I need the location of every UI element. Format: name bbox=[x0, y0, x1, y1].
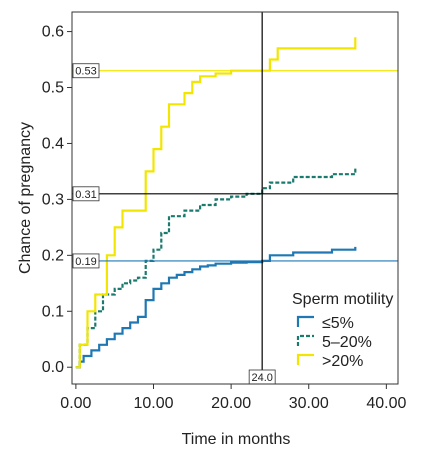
legend-swatch-3 bbox=[296, 353, 314, 365]
y-axis-title: Chance of pregnancy bbox=[17, 122, 34, 274]
y-axis-ticks: 0.0 0.1 0.2 0.3 0.4 0.5 0.6 bbox=[42, 24, 72, 376]
legend-label-1: ≤5% bbox=[322, 315, 354, 332]
reference-label-box-1 bbox=[72, 63, 100, 79]
x-axis-ticks: 0.00 10.00 20.00 30.00 40.00 bbox=[60, 384, 406, 412]
plot-frame bbox=[71, 11, 399, 385]
legend-swatch-1 bbox=[296, 315, 314, 327]
legend: Sperm motility ≤5% 5–20% >20% bbox=[292, 291, 393, 370]
x-tick-label: 0.00 bbox=[60, 395, 91, 412]
reference-label-1: 0.53 bbox=[75, 66, 96, 78]
y-tick-label: 0.5 bbox=[42, 80, 64, 97]
reference-label-3: 0.19 bbox=[75, 256, 96, 268]
y-tick-label: 0.0 bbox=[42, 359, 64, 376]
legend-label-2: 5–20% bbox=[322, 334, 372, 351]
y-tick-label: 0.1 bbox=[42, 303, 64, 320]
legend-label-3: >20% bbox=[322, 353, 363, 370]
y-tick-label: 0.3 bbox=[42, 191, 64, 208]
reference-label-box-3 bbox=[72, 253, 100, 269]
reference-label-2: 0.31 bbox=[75, 189, 96, 201]
reference-label-box-2 bbox=[72, 186, 100, 202]
x-tick-label: 40.00 bbox=[366, 395, 406, 412]
x-tick-label: 30.00 bbox=[289, 395, 329, 412]
y-tick-label: 0.4 bbox=[42, 135, 64, 152]
reference-label-vertical: 24.0 bbox=[251, 372, 272, 384]
y-tick-label: 0.6 bbox=[42, 24, 64, 41]
plot-layer: 0.53 0.31 0.19 24.0 bbox=[72, 12, 398, 385]
x-axis-title: Time in months bbox=[182, 431, 291, 448]
x-tick-label: 20.00 bbox=[211, 395, 251, 412]
series-line-2 bbox=[75, 168, 357, 369]
y-tick-label: 0.2 bbox=[42, 247, 64, 264]
legend-title: Sperm motility bbox=[292, 291, 393, 308]
x-tick-label: 10.00 bbox=[133, 395, 173, 412]
legend-swatch-2 bbox=[296, 334, 314, 346]
